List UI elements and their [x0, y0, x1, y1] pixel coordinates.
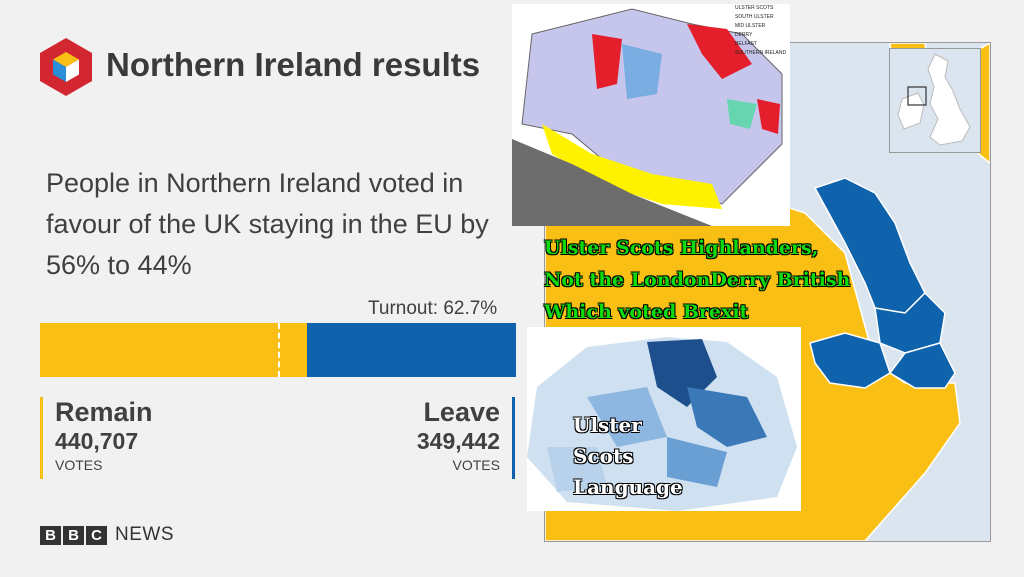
- news-word: NEWS: [115, 524, 174, 545]
- remain-label: Remain: [55, 397, 153, 427]
- result-bar: [40, 323, 516, 377]
- remain-result: Remain 440,707 VOTES: [40, 397, 255, 479]
- turnout-label: Turnout: 62.7%: [368, 298, 498, 319]
- caption-line: Language: [573, 475, 683, 499]
- leave-result: Leave 349,442 VOTES: [300, 397, 515, 479]
- overlay-caption-highlanders: Ulster Scots Highlanders, Not the London…: [544, 232, 850, 328]
- legend-item: SOUTH ULSTER: [735, 14, 774, 20]
- leave-votes-unit: VOTES: [452, 457, 500, 473]
- caption-line: Which voted Brexit: [544, 301, 749, 323]
- caption-line: Not the LondonDerry British: [544, 269, 851, 291]
- bbc-letter-b2: B: [63, 525, 84, 545]
- fifty-percent-marker: [278, 323, 280, 377]
- results-cube-logo-icon: [40, 38, 92, 96]
- leave-votes: 349,442: [416, 428, 500, 454]
- ulster-dialect-map-image: [512, 4, 790, 226]
- bbc-letter-b1: B: [40, 525, 61, 545]
- caption-line: Ulster: [573, 413, 642, 437]
- overlay-caption-language: Ulster Scots Language: [573, 410, 683, 503]
- caption-line: Scots: [573, 444, 634, 468]
- dialect-map-legend: ULSTER SCOTS SOUTH ULSTER MID ULSTER DER…: [735, 4, 790, 74]
- ulster-scots-language-map-image: [527, 327, 801, 511]
- bbc-letter-c: C: [86, 525, 107, 545]
- legend-item: BELFAST: [735, 41, 757, 47]
- caption-line: Ulster Scots Highlanders,: [544, 237, 819, 259]
- legend-item: DERRY: [735, 32, 753, 38]
- remain-votes: 440,707: [55, 428, 139, 454]
- legend-item: MID ULSTER: [735, 23, 766, 29]
- result-summary: People in Northern Ireland voted in favo…: [46, 168, 489, 280]
- leave-label: Leave: [423, 397, 500, 427]
- legend-item: SOUTHERN IRELAND: [735, 50, 787, 56]
- page-title: Northern Ireland results: [106, 46, 481, 83]
- remain-votes-unit: VOTES: [55, 457, 103, 473]
- bbc-news-logo: B B C NEWS: [40, 524, 174, 546]
- uk-locator-inset: [889, 48, 981, 153]
- legend-item: ULSTER SCOTS: [735, 5, 774, 11]
- remain-bar-segment: [40, 323, 307, 377]
